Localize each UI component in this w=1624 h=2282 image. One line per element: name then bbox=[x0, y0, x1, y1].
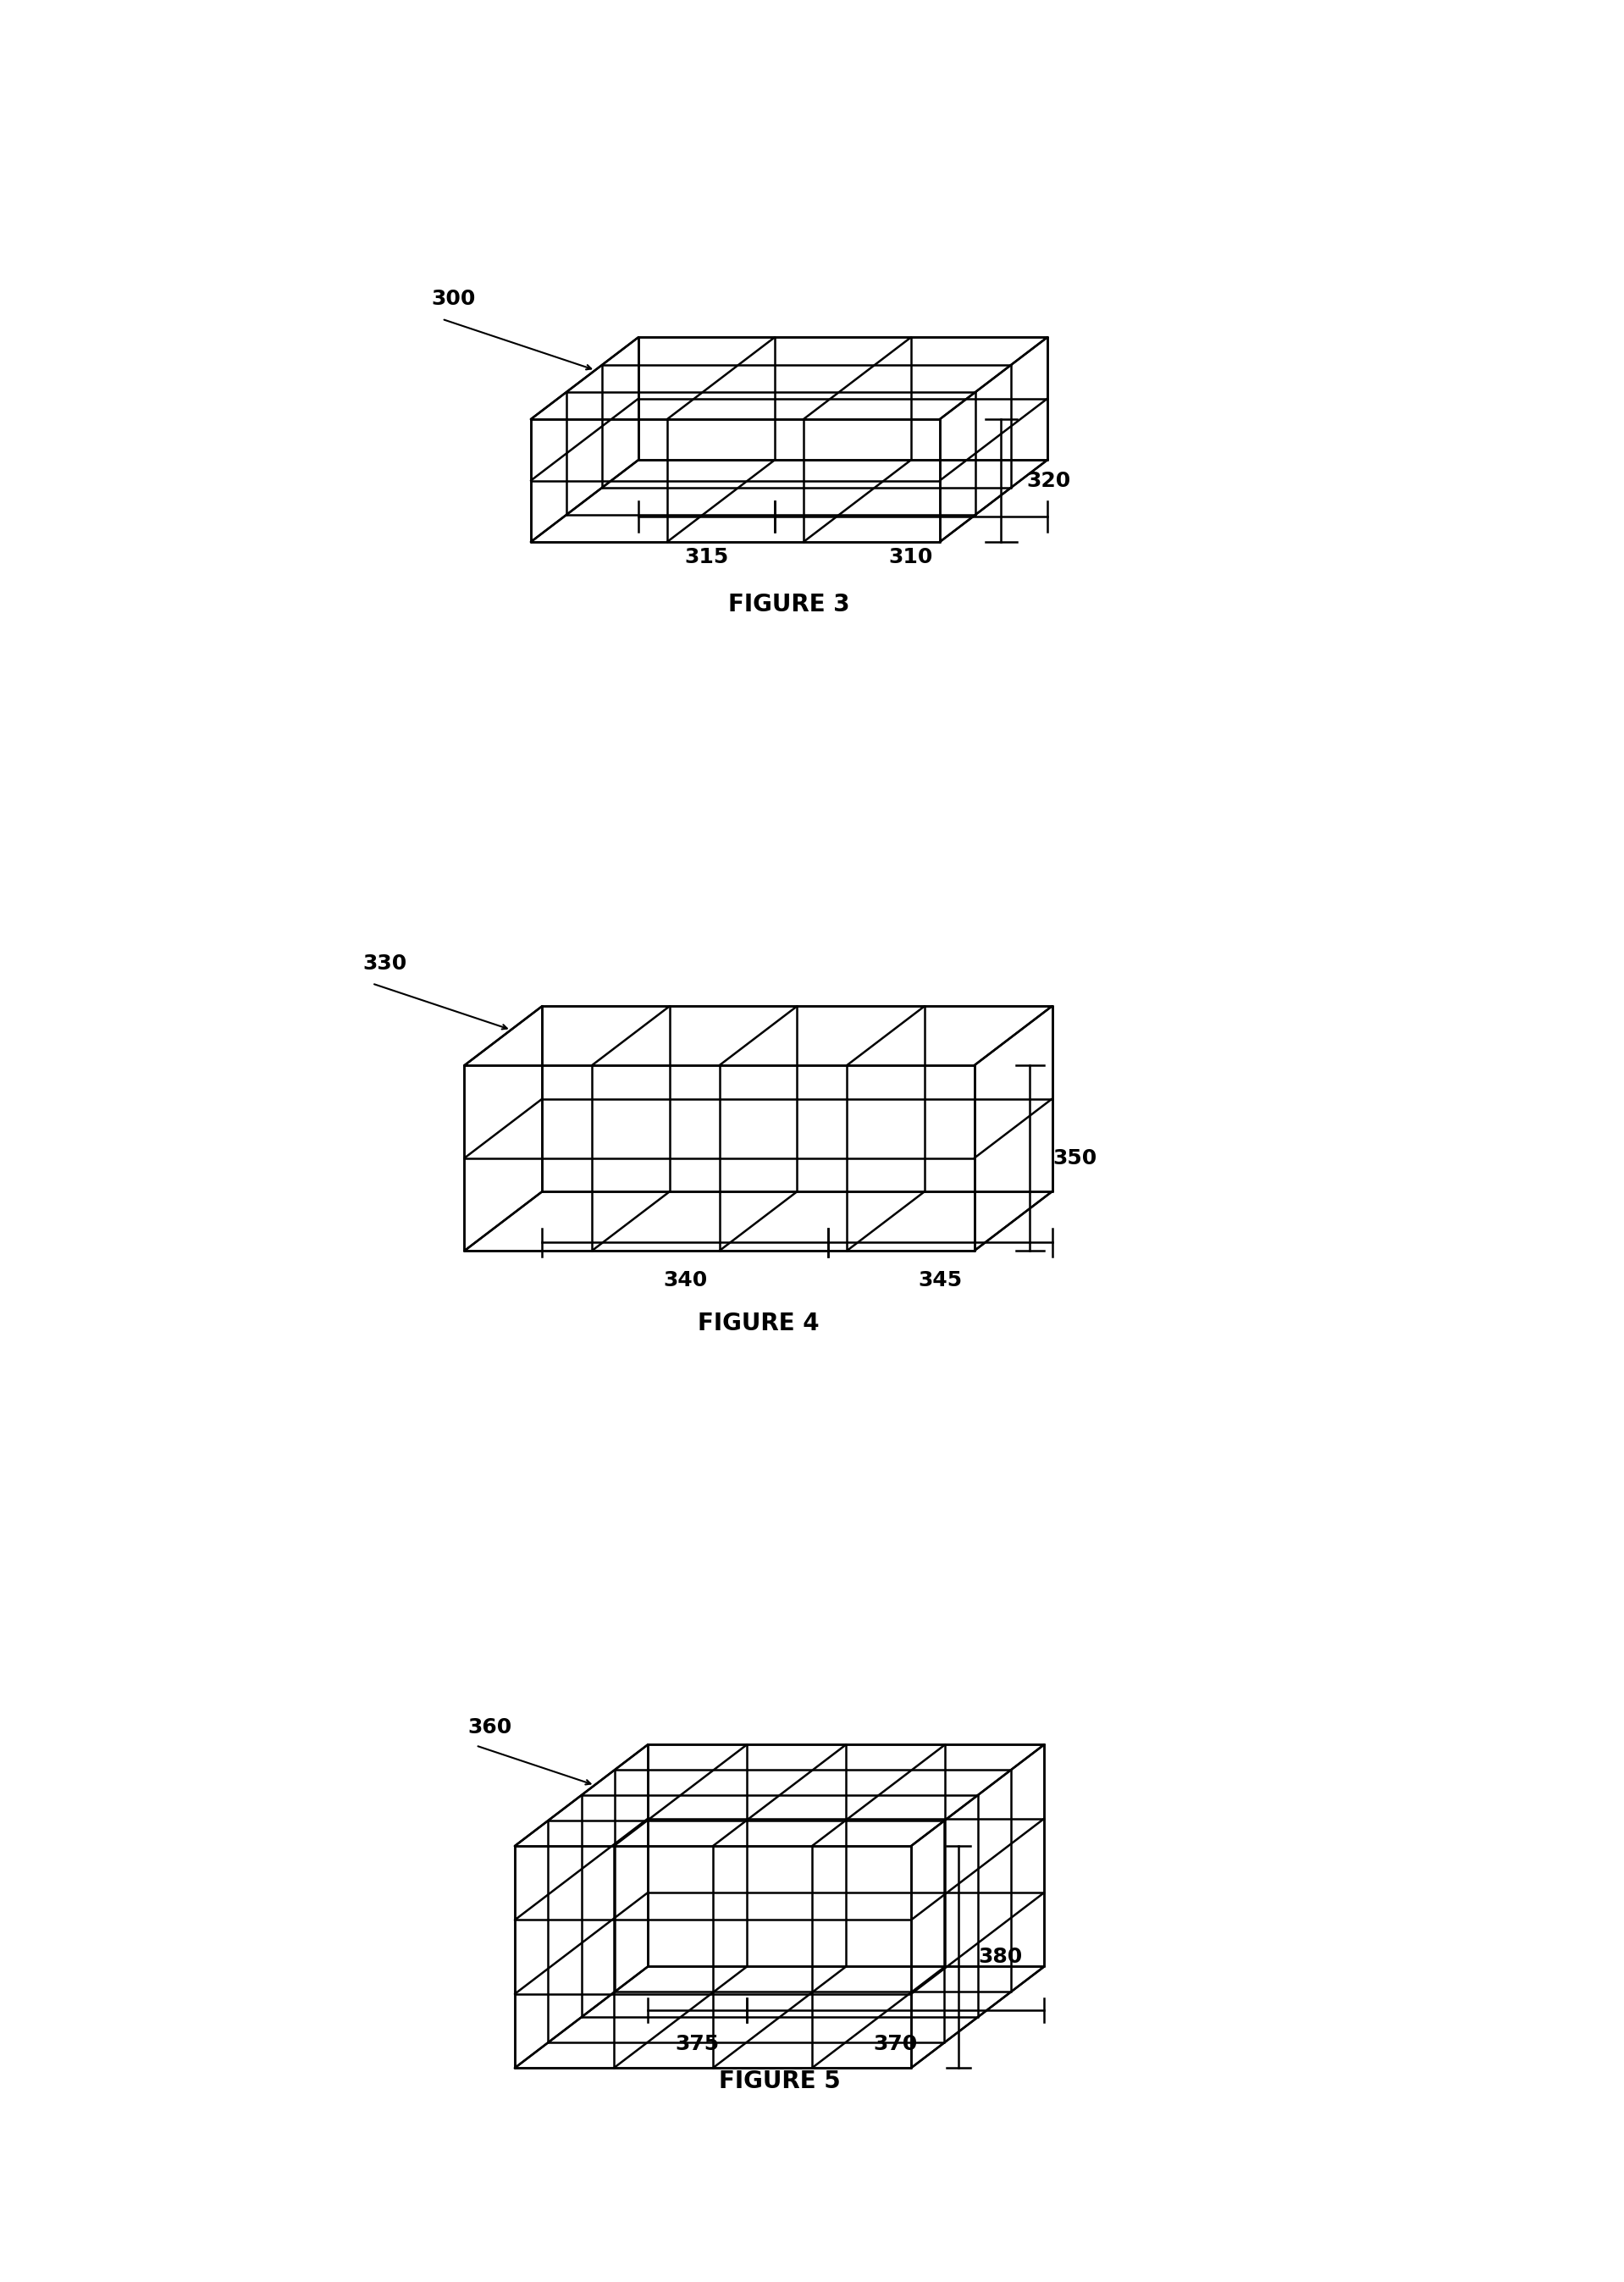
Text: FIGURE 5: FIGURE 5 bbox=[719, 2070, 840, 2093]
Text: 330: 330 bbox=[362, 954, 408, 974]
Text: 315: 315 bbox=[684, 548, 729, 568]
Text: 300: 300 bbox=[432, 288, 476, 308]
Text: 375: 375 bbox=[676, 2033, 719, 2054]
Text: 320: 320 bbox=[1026, 470, 1070, 491]
Text: 310: 310 bbox=[888, 548, 934, 568]
Text: 350: 350 bbox=[1052, 1148, 1098, 1168]
Text: 360: 360 bbox=[468, 1718, 512, 1737]
Text: 345: 345 bbox=[918, 1271, 961, 1292]
Text: 380: 380 bbox=[978, 1947, 1023, 1967]
Text: 340: 340 bbox=[663, 1271, 706, 1292]
Text: FIGURE 4: FIGURE 4 bbox=[697, 1312, 818, 1335]
Text: FIGURE 3: FIGURE 3 bbox=[728, 593, 849, 616]
Text: 370: 370 bbox=[874, 2033, 918, 2054]
